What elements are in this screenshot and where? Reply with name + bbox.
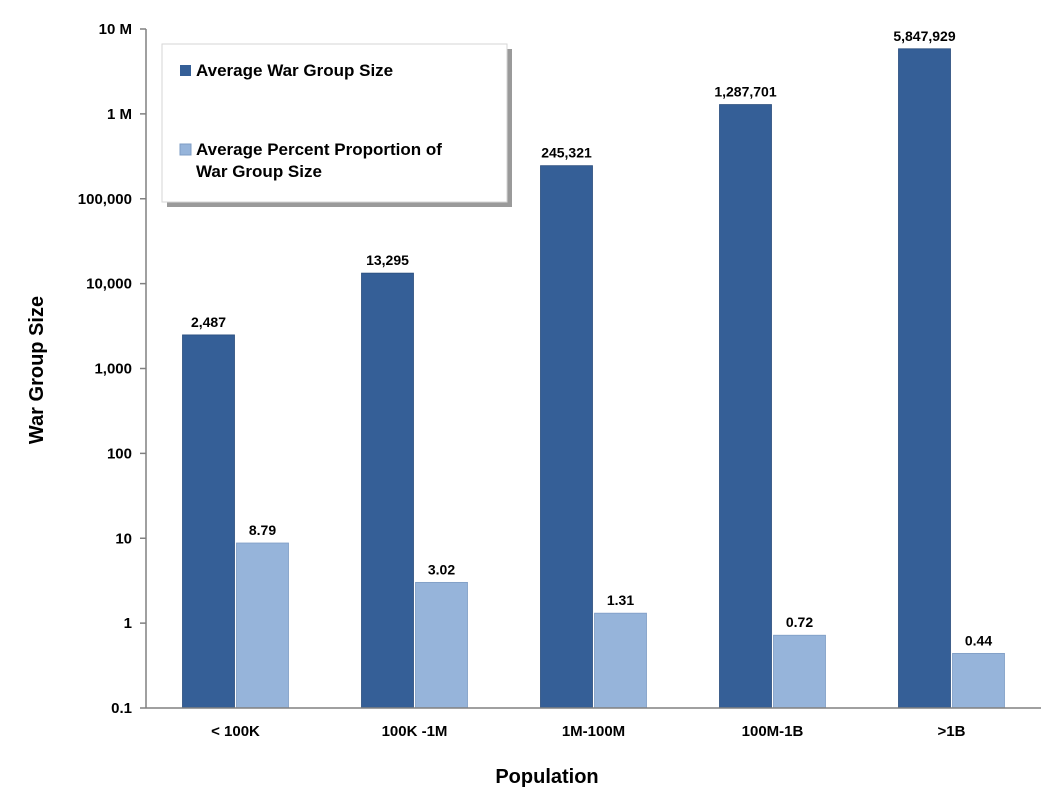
y-tick-label: 10 [115, 530, 132, 547]
y-axis-ticks: 0.1 1 10 100 1,000 10,000 100,000 1 M 10 M [78, 21, 146, 717]
data-label-series-2: 8.79 [249, 522, 276, 538]
y-tick-label: 0.1 [111, 700, 132, 717]
chart-marks: 2,487 8.79 13,295 3.02 245,321 1.31 1,287,701 0… [182, 28, 1005, 709]
y-tick-label: 100 [107, 445, 132, 462]
x-tick-label: 100K -1M [382, 723, 448, 740]
bar-series-2 [236, 542, 289, 709]
legend-swatch-series-1 [180, 65, 191, 76]
data-label-series-2: 1.31 [607, 592, 634, 608]
y-tick-label: 1 [124, 615, 132, 632]
data-label-series-1: 13,295 [366, 252, 409, 268]
legend-swatch-series-2 [179, 143, 192, 156]
x-tick-label: >1B [938, 723, 966, 740]
bar-series-2 [594, 612, 647, 709]
data-label-series-1: 245,321 [541, 145, 592, 161]
legend-label-series-2: Average Percent Proportion of War Group S… [196, 140, 442, 181]
data-label-series-2: 0.44 [965, 632, 992, 648]
bar-series-2 [773, 634, 826, 709]
data-label-series-1: 1,287,701 [714, 84, 776, 100]
bar-series-1 [361, 272, 414, 709]
y-tick-label: 100,000 [78, 191, 132, 208]
y-tick-label: 10,000 [86, 276, 132, 293]
y-axis-title: War Group Size [26, 296, 48, 444]
x-tick-label: 1M-100M [562, 723, 625, 740]
y-tick-label: 1 M [107, 106, 132, 123]
x-axis-ticks: < 100K 100K -1M 1M-100M 100M-1B >1B [211, 723, 966, 740]
data-label-series-2: 0.72 [786, 614, 813, 630]
x-axis-title: Population [495, 766, 598, 788]
data-label-series-2: 3.02 [428, 561, 455, 577]
bar-series-1 [719, 104, 772, 709]
data-label-series-1: 2,487 [191, 314, 226, 330]
legend: Average War Group Size Average Percent P… [161, 43, 512, 207]
bar-series-2 [952, 652, 1005, 709]
x-tick-label: < 100K [211, 723, 260, 740]
legend-box [161, 43, 508, 203]
bar-series-1 [540, 165, 593, 709]
y-tick-label: 1,000 [94, 361, 132, 378]
y-tick-label: 10 M [99, 21, 132, 38]
x-tick-label: 100M-1B [742, 723, 804, 740]
legend-label-series-1: Average War Group Size [196, 61, 393, 80]
data-label-series-1: 5,847,929 [893, 28, 955, 44]
bar-series-1 [182, 334, 235, 709]
bar-series-2 [415, 581, 468, 709]
bar-series-1 [898, 48, 951, 709]
